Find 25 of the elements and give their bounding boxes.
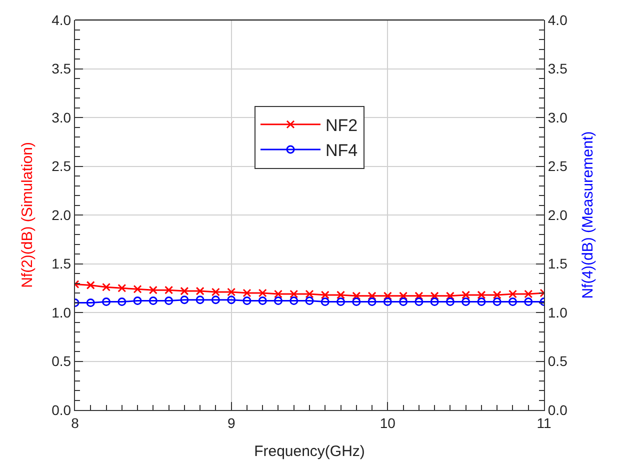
y-tick-label: 2.0 xyxy=(52,206,72,223)
y2-tick-label: 3.0 xyxy=(548,109,568,126)
y2-tick-label: 2.0 xyxy=(548,206,568,223)
y2-tick-label: 1.5 xyxy=(548,256,568,272)
y-tick-label: 1.5 xyxy=(52,256,72,272)
x-tick-label: 10 xyxy=(380,414,396,431)
legend-label: NF4 xyxy=(326,141,358,160)
y-tick-label: 2.5 xyxy=(52,158,72,174)
y2-tick-label: 1.0 xyxy=(548,304,568,320)
legend-label: NF2 xyxy=(326,116,358,135)
y-axis-title: Nf(2)(dB) (Simulation) xyxy=(18,142,36,288)
y2-tick-label: 3.5 xyxy=(548,60,568,77)
x-axis-title: Frequency(GHz) xyxy=(254,442,365,460)
y2-tick-label: 0.5 xyxy=(548,353,568,370)
x-tick-label: 9 xyxy=(227,414,236,431)
y-tick-label: 0.0 xyxy=(52,402,72,418)
y2-tick-label: 2.5 xyxy=(548,158,568,174)
y-tick-label: 3.5 xyxy=(52,60,72,77)
y-tick-label: 3.0 xyxy=(52,109,72,126)
y-tick-label: 4.0 xyxy=(52,12,72,28)
y2-axis-title: Nf(4)(dB) (Measurement) xyxy=(580,131,597,299)
y2-tick-label: 4.0 xyxy=(548,12,568,28)
y-tick-label: 0.5 xyxy=(52,353,72,370)
x-tick-label: 8 xyxy=(71,414,80,431)
y-tick-label: 1.0 xyxy=(52,304,72,320)
